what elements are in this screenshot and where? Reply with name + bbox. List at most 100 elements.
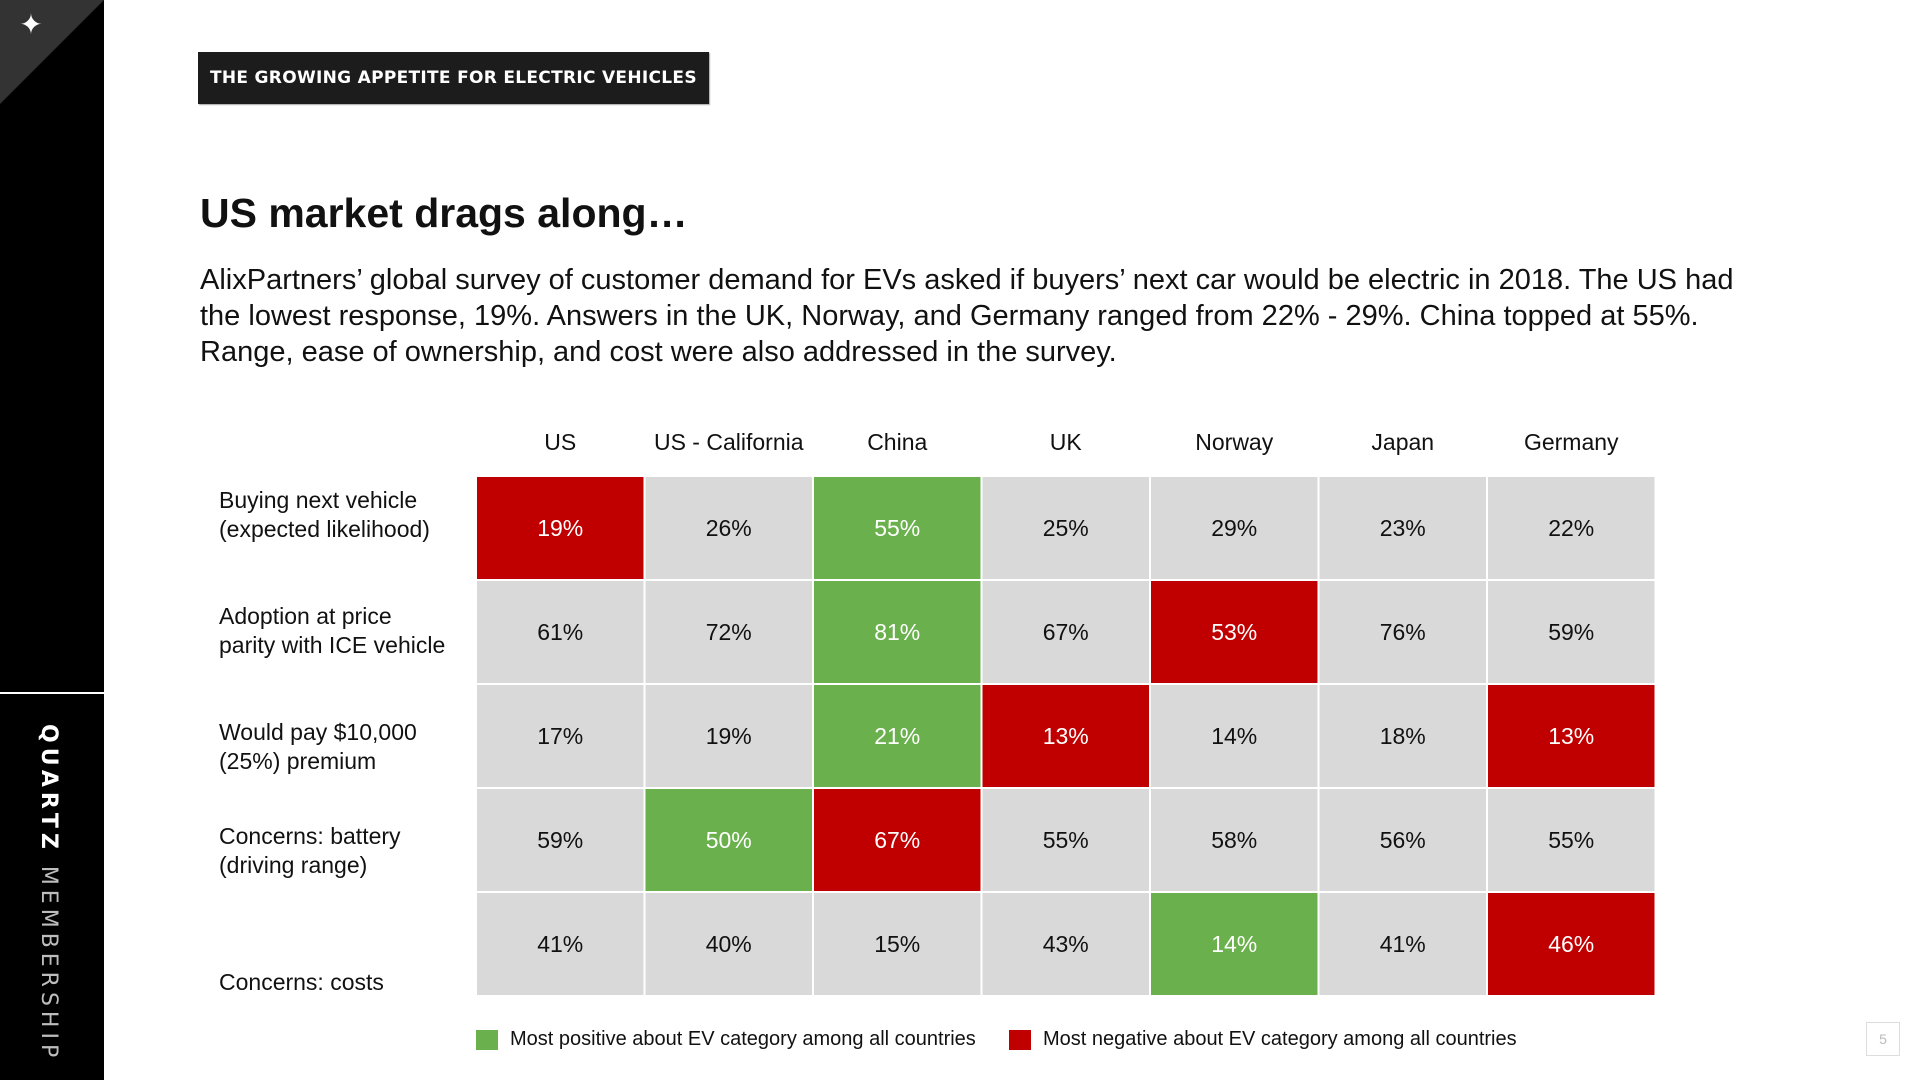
cell-value: 76%: [1380, 619, 1426, 645]
sparkle-icon[interactable]: ✦: [19, 8, 43, 41]
legend-negative-swatch: [1009, 1029, 1031, 1050]
cell-value: 43%: [1043, 931, 1089, 957]
table-cell: [1151, 789, 1318, 891]
legend-negative: Most negative about EV category among al…: [1009, 1028, 1517, 1051]
table-cell: [477, 685, 644, 787]
cell-value: 14%: [1211, 931, 1257, 957]
table-cell: [1488, 685, 1655, 787]
sidebar: ✦ QUARTZ MEMBERSHIP: [0, 0, 104, 1080]
cell-value: 29%: [1211, 515, 1257, 541]
sidebar-corner: [0, 0, 104, 104]
table-cell: [1319, 581, 1486, 683]
cell-value: 26%: [706, 515, 752, 541]
cell-value: 58%: [1211, 827, 1257, 853]
brand-bold: MEMBERSHIP: [36, 865, 61, 1063]
cell-value: 67%: [874, 827, 920, 853]
cell-value: 55%: [1548, 827, 1594, 853]
cell-value: 53%: [1211, 619, 1257, 645]
table-cell: [814, 893, 981, 995]
table-cell: [1319, 477, 1486, 579]
cell-value: 14%: [1211, 723, 1257, 749]
table-cell: [982, 581, 1149, 683]
table-cell: [1488, 477, 1655, 579]
cell-value: 21%: [874, 723, 920, 749]
row-label: (expected likelihood): [219, 516, 430, 542]
table-cell: [982, 685, 1149, 787]
header-tag: THE GROWING APPETITE FOR ELECTRIC VEHICL…: [198, 52, 709, 104]
cell-value: 40%: [706, 931, 752, 957]
cell-value: 19%: [537, 515, 583, 541]
cell-value: 81%: [874, 619, 920, 645]
table-cell: [1151, 893, 1318, 995]
cell-value: 22%: [1548, 515, 1594, 541]
table-cell: [477, 789, 644, 891]
legend-negative-label: Most negative about EV category among al…: [1043, 1028, 1517, 1051]
cell-value: 13%: [1043, 723, 1089, 749]
table-cell: [814, 685, 981, 787]
cell-value: 55%: [874, 515, 920, 541]
legend-positive-swatch: [476, 1029, 498, 1050]
row-label: parity with ICE vehicle: [219, 632, 445, 658]
table-cell: [982, 893, 1149, 995]
row-label: Adoption at price: [219, 603, 392, 629]
table-cell: [477, 477, 644, 579]
table-cell: [814, 789, 981, 891]
cell-value: 46%: [1548, 931, 1594, 957]
table-cell: [982, 477, 1149, 579]
legend-positive: Most positive about EV category among al…: [476, 1028, 976, 1051]
column-header: Germany: [1524, 429, 1619, 455]
page-number: 5: [1866, 1022, 1900, 1056]
page-description: AlixPartners’ global survey of customer …: [200, 264, 1734, 368]
cell-value: 41%: [1380, 931, 1426, 957]
table-cell: [1151, 581, 1318, 683]
table-cell: [1319, 789, 1486, 891]
cell-value: 25%: [1043, 515, 1089, 541]
table-cell: [645, 893, 812, 995]
table-cell: [982, 789, 1149, 891]
cell-value: 50%: [706, 827, 752, 853]
cell-value: 67%: [1043, 619, 1089, 645]
brand-label: QUARTZ MEMBERSHIP: [36, 724, 61, 1062]
cell-value: 55%: [1043, 827, 1089, 853]
sidebar-divider: [0, 692, 104, 694]
table-cell: [1319, 685, 1486, 787]
table-cell: [1488, 581, 1655, 683]
cell-value: 61%: [537, 619, 583, 645]
cell-value: 72%: [706, 619, 752, 645]
table-cell: [1151, 477, 1318, 579]
brand-light: QUARTZ: [36, 724, 61, 854]
row-label: Concerns: battery: [219, 823, 401, 849]
cell-value: 59%: [1548, 619, 1594, 645]
row-label: (25%) premium: [219, 748, 376, 774]
row-label: (driving range): [219, 852, 367, 878]
column-header: US: [544, 429, 576, 455]
legend-positive-label: Most positive about EV category among al…: [510, 1028, 976, 1051]
cell-value: 15%: [874, 931, 920, 957]
table-cell: [1488, 789, 1655, 891]
table-cell: [645, 789, 812, 891]
cell-value: 18%: [1380, 723, 1426, 749]
row-label: Buying next vehicle: [219, 487, 417, 513]
cell-value: 13%: [1548, 723, 1594, 749]
cell-value: 19%: [706, 723, 752, 749]
column-header: China: [867, 429, 927, 455]
page-title: US market drags along…: [200, 190, 688, 236]
cell-value: 56%: [1380, 827, 1426, 853]
cell-value: 23%: [1380, 515, 1426, 541]
column-header: UK: [1050, 429, 1083, 455]
table-cell: [814, 477, 981, 579]
table-cell: [645, 477, 812, 579]
table-cell: [1151, 685, 1318, 787]
table-cell: [814, 581, 981, 683]
table-cell: [477, 893, 644, 995]
table-cell: [477, 581, 644, 683]
row-label: Concerns: costs: [219, 969, 384, 995]
column-header: Norway: [1195, 429, 1273, 455]
row-label: Would pay $10,000: [219, 719, 417, 745]
table-cell: [645, 685, 812, 787]
table-cell: [645, 581, 812, 683]
table-cell: [1488, 893, 1655, 995]
column-header: US - California: [654, 429, 804, 455]
cell-value: 17%: [537, 723, 583, 749]
